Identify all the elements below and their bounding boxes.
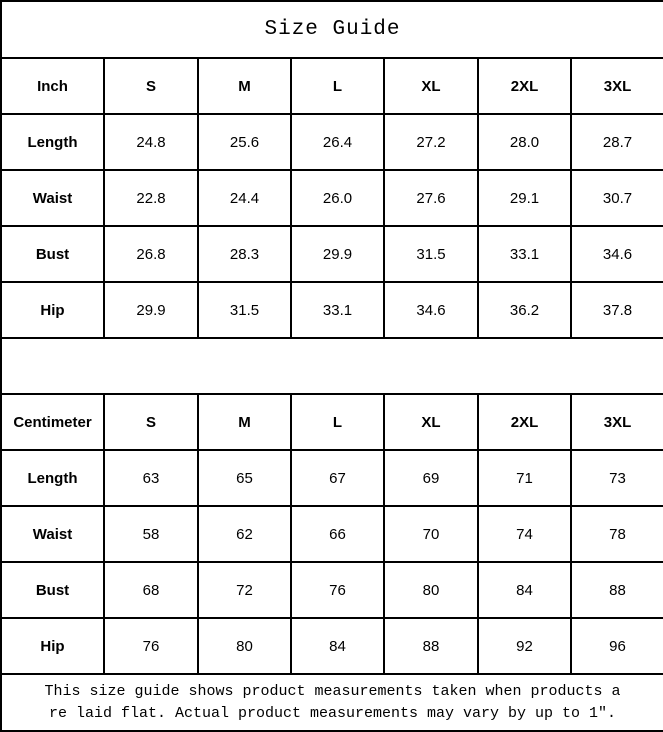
value-cell: 26.4 [290, 113, 385, 171]
row-label-waist: Waist [0, 505, 105, 563]
table-row: Length 63 65 67 69 71 73 [0, 449, 663, 507]
value-cell: 33.1 [477, 225, 572, 283]
value-cell: 76 [103, 617, 199, 675]
value-cell: 28.7 [570, 113, 663, 171]
size-header-m: M [197, 57, 292, 115]
value-cell: 26.0 [290, 169, 385, 227]
row-label-length: Length [0, 113, 105, 171]
footnote-row: This size guide shows product measuremen… [0, 673, 663, 732]
spacer-cell [0, 337, 663, 395]
value-cell: 63 [103, 449, 199, 507]
value-cell: 33.1 [290, 281, 385, 339]
size-header-s: S [103, 57, 199, 115]
value-cell: 26.8 [103, 225, 199, 283]
inch-header-row: Inch S M L XL 2XL 3XL [0, 57, 663, 115]
value-cell: 27.2 [383, 113, 479, 171]
value-cell: 71 [477, 449, 572, 507]
value-cell: 69 [383, 449, 479, 507]
row-label-waist: Waist [0, 169, 105, 227]
value-cell: 92 [477, 617, 572, 675]
footnote-line-2: re laid flat. Actual product measurement… [48, 704, 617, 722]
value-cell: 29.1 [477, 169, 572, 227]
row-label-bust: Bust [0, 561, 105, 619]
title-row: Size Guide [0, 0, 663, 59]
size-header-s: S [103, 393, 199, 451]
size-header-2xl: 2XL [477, 393, 572, 451]
table-row: Waist 22.8 24.4 26.0 27.6 29.1 30.7 [0, 169, 663, 227]
row-label-hip: Hip [0, 617, 105, 675]
row-label-bust: Bust [0, 225, 105, 283]
value-cell: 31.5 [383, 225, 479, 283]
size-header-l: L [290, 57, 385, 115]
size-header-3xl: 3XL [570, 393, 663, 451]
table-row: Hip 76 80 84 88 92 96 [0, 617, 663, 675]
footnote-line-1: This size guide shows product measuremen… [44, 682, 621, 700]
unit-header-inch: Inch [0, 57, 105, 115]
value-cell: 67 [290, 449, 385, 507]
value-cell: 28.3 [197, 225, 292, 283]
value-cell: 27.6 [383, 169, 479, 227]
table-row: Bust 26.8 28.3 29.9 31.5 33.1 34.6 [0, 225, 663, 283]
value-cell: 73 [570, 449, 663, 507]
value-cell: 34.6 [570, 225, 663, 283]
value-cell: 28.0 [477, 113, 572, 171]
size-header-xl: XL [383, 393, 479, 451]
value-cell: 68 [103, 561, 199, 619]
size-header-3xl: 3XL [570, 57, 663, 115]
value-cell: 22.8 [103, 169, 199, 227]
value-cell: 65 [197, 449, 292, 507]
value-cell: 84 [290, 617, 385, 675]
value-cell: 78 [570, 505, 663, 563]
value-cell: 37.8 [570, 281, 663, 339]
value-cell: 74 [477, 505, 572, 563]
value-cell: 24.8 [103, 113, 199, 171]
value-cell: 31.5 [197, 281, 292, 339]
value-cell: 88 [570, 561, 663, 619]
size-header-l: L [290, 393, 385, 451]
value-cell: 24.4 [197, 169, 292, 227]
value-cell: 36.2 [477, 281, 572, 339]
spacer-row [0, 337, 663, 395]
value-cell: 30.7 [570, 169, 663, 227]
footnote: This size guide shows product measuremen… [0, 673, 663, 732]
page-title: Size Guide [0, 0, 663, 59]
value-cell: 76 [290, 561, 385, 619]
value-cell: 80 [383, 561, 479, 619]
row-label-length: Length [0, 449, 105, 507]
unit-header-centimeter: Centimeter [0, 393, 105, 451]
size-header-2xl: 2XL [477, 57, 572, 115]
value-cell: 62 [197, 505, 292, 563]
value-cell: 80 [197, 617, 292, 675]
table-row: Bust 68 72 76 80 84 88 [0, 561, 663, 619]
value-cell: 70 [383, 505, 479, 563]
value-cell: 72 [197, 561, 292, 619]
value-cell: 34.6 [383, 281, 479, 339]
row-label-hip: Hip [0, 281, 105, 339]
value-cell: 84 [477, 561, 572, 619]
value-cell: 66 [290, 505, 385, 563]
value-cell: 58 [103, 505, 199, 563]
size-header-m: M [197, 393, 292, 451]
table-row: Length 24.8 25.6 26.4 27.2 28.0 28.7 [0, 113, 663, 171]
table-row: Hip 29.9 31.5 33.1 34.6 36.2 37.8 [0, 281, 663, 339]
table-row: Waist 58 62 66 70 74 78 [0, 505, 663, 563]
size-header-xl: XL [383, 57, 479, 115]
value-cell: 88 [383, 617, 479, 675]
centimeter-header-row: Centimeter S M L XL 2XL 3XL [0, 393, 663, 451]
value-cell: 96 [570, 617, 663, 675]
value-cell: 29.9 [103, 281, 199, 339]
value-cell: 29.9 [290, 225, 385, 283]
value-cell: 25.6 [197, 113, 292, 171]
